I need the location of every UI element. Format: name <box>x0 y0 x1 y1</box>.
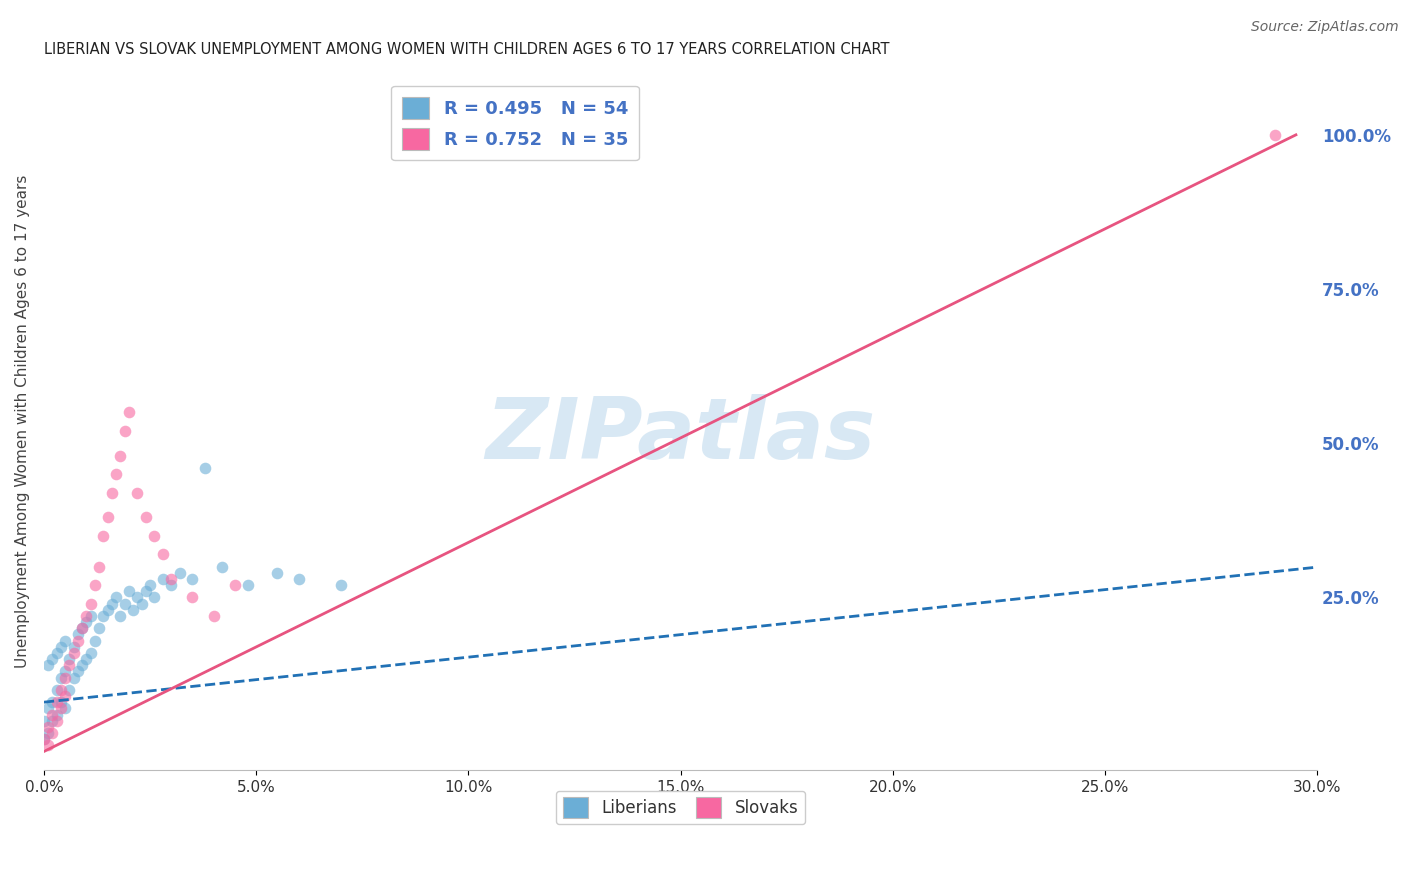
Point <box>37 658 59 673</box>
Point <box>58 652 80 666</box>
Point <box>75 608 97 623</box>
Point <box>91 529 114 543</box>
Point <box>330 578 353 592</box>
Point <box>49 695 72 709</box>
Point <box>110 449 132 463</box>
Point <box>135 584 157 599</box>
Text: LIBERIAN VS SLOVAK UNEMPLOYMENT AMONG WOMEN WITH CHILDREN AGES 6 TO 17 YEARS COR: LIBERIAN VS SLOVAK UNEMPLOYMENT AMONG WO… <box>44 42 890 57</box>
Point <box>287 572 309 586</box>
Point <box>101 597 124 611</box>
Point <box>101 485 124 500</box>
Point <box>70 621 93 635</box>
Point <box>58 658 80 673</box>
Point <box>62 640 84 654</box>
Point <box>37 739 59 753</box>
Point <box>143 529 166 543</box>
Point <box>105 467 128 481</box>
Point <box>70 658 93 673</box>
Point <box>87 559 110 574</box>
Point <box>131 597 153 611</box>
Point <box>45 695 67 709</box>
Point <box>96 602 118 616</box>
Point <box>96 510 118 524</box>
Point <box>75 615 97 629</box>
Point <box>32 714 55 728</box>
Point <box>160 572 183 586</box>
Point <box>41 695 63 709</box>
Legend: Liberians, Slovaks: Liberians, Slovaks <box>555 790 806 824</box>
Point <box>45 646 67 660</box>
Point <box>127 485 149 500</box>
Point <box>37 720 59 734</box>
Point <box>118 405 141 419</box>
Point <box>91 608 114 623</box>
Point <box>122 602 145 616</box>
Point <box>41 652 63 666</box>
Point <box>211 559 233 574</box>
Point <box>169 566 191 580</box>
Point <box>114 424 136 438</box>
Point <box>41 726 63 740</box>
Point <box>70 621 93 635</box>
Text: ZIPatlas: ZIPatlas <box>485 394 876 477</box>
Point <box>49 640 72 654</box>
Point <box>160 578 183 592</box>
Point <box>53 701 76 715</box>
Point <box>66 627 89 641</box>
Point <box>114 597 136 611</box>
Point <box>41 707 63 722</box>
Point <box>181 572 204 586</box>
Point <box>105 591 128 605</box>
Point <box>152 547 174 561</box>
Point <box>135 510 157 524</box>
Point <box>62 671 84 685</box>
Point <box>37 726 59 740</box>
Point <box>41 714 63 728</box>
Point <box>83 633 105 648</box>
Point <box>49 671 72 685</box>
Point <box>152 572 174 586</box>
Point <box>79 597 101 611</box>
Point <box>49 701 72 715</box>
Point <box>202 608 225 623</box>
Point <box>32 732 55 747</box>
Point <box>139 578 162 592</box>
Point <box>66 633 89 648</box>
Point <box>45 714 67 728</box>
Y-axis label: Unemployment Among Women with Children Ages 6 to 17 years: Unemployment Among Women with Children A… <box>15 175 30 668</box>
Point <box>45 682 67 697</box>
Point <box>143 591 166 605</box>
Point <box>118 584 141 599</box>
Point <box>75 652 97 666</box>
Point <box>79 608 101 623</box>
Point <box>87 621 110 635</box>
Point <box>32 732 55 747</box>
Point <box>194 460 217 475</box>
Point <box>224 578 246 592</box>
Point <box>53 689 76 703</box>
Point <box>53 671 76 685</box>
Point <box>1264 128 1286 142</box>
Point <box>83 578 105 592</box>
Point <box>58 682 80 697</box>
Point <box>110 608 132 623</box>
Point <box>37 701 59 715</box>
Point <box>62 646 84 660</box>
Point <box>45 707 67 722</box>
Point <box>53 633 76 648</box>
Point <box>266 566 288 580</box>
Point <box>53 665 76 679</box>
Point <box>236 578 259 592</box>
Point <box>127 591 149 605</box>
Point <box>181 591 204 605</box>
Point <box>66 665 89 679</box>
Point <box>79 646 101 660</box>
Text: Source: ZipAtlas.com: Source: ZipAtlas.com <box>1251 20 1399 34</box>
Point <box>49 682 72 697</box>
